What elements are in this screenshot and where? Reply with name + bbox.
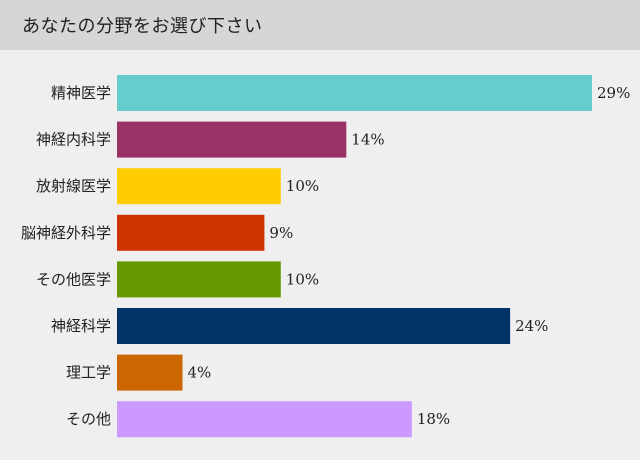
bar-6	[117, 308, 511, 344]
category-label: 脳神経外科学	[21, 224, 111, 242]
category-label: その他	[66, 410, 111, 428]
category-label: 放射線医学	[36, 177, 111, 195]
value-label: 9%	[269, 224, 293, 242]
bar-1	[117, 75, 592, 111]
bar-5	[117, 261, 281, 298]
value-label: 10%	[286, 270, 319, 288]
category-label: 神経内科学	[36, 131, 111, 149]
bar-7	[117, 354, 183, 391]
bar-8	[117, 401, 412, 438]
value-label: 4%	[188, 364, 212, 382]
value-label: 29%	[597, 84, 630, 102]
chart-header: あなたの分野をお選び下さい	[0, 0, 640, 50]
value-label: 18%	[417, 410, 450, 428]
bar-3	[117, 168, 281, 205]
value-label: 10%	[286, 177, 319, 195]
chart-title: あなたの分野をお選び下さい	[22, 16, 263, 37]
category-label: 精神医学	[51, 84, 111, 102]
category-label: 神経科学	[51, 317, 111, 335]
category-label: 理工学	[66, 364, 111, 382]
value-label: 14%	[351, 131, 384, 149]
bar-2	[117, 121, 347, 158]
bar-4	[117, 214, 265, 251]
value-label: 24%	[515, 317, 548, 335]
category-label: その他医学	[36, 270, 111, 288]
